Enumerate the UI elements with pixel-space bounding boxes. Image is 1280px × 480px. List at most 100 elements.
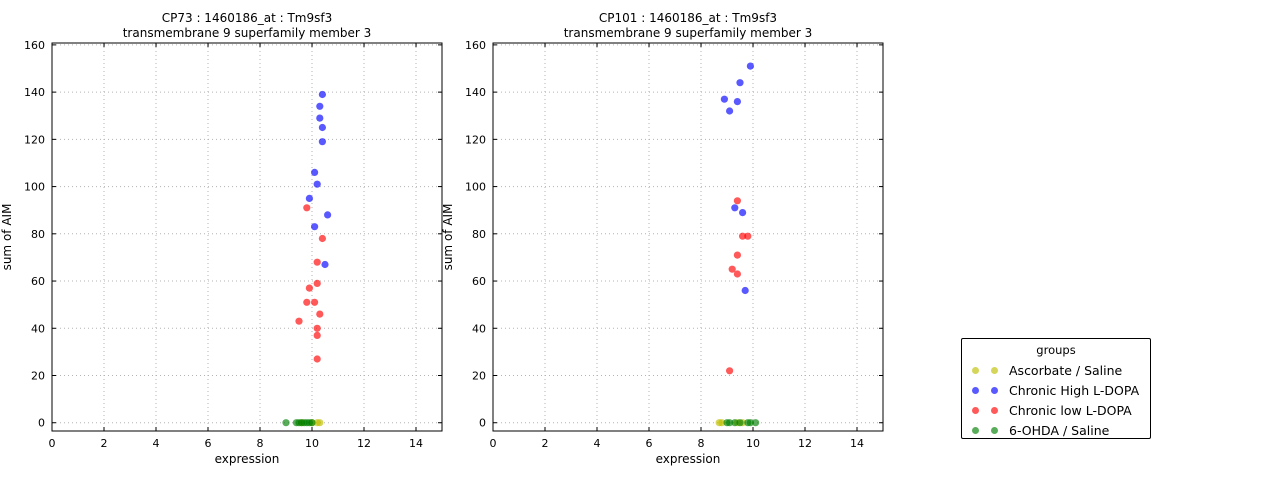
y-tick-label: 80: [472, 228, 486, 241]
legend-entry-label: 6-OHDA / Saline: [1009, 422, 1110, 438]
scatter-point-low_ldopa: [295, 317, 303, 325]
x-axis-label: expression: [656, 452, 721, 466]
x-tick-label: 12: [798, 437, 812, 450]
scatter-point-low_ldopa: [311, 298, 319, 306]
legend-entry: 6-OHDA / Saline: [962, 420, 1150, 440]
legend-marker-icon: [972, 406, 979, 414]
legend-marker-icon: [972, 426, 979, 434]
y-tick-label: 160: [24, 39, 45, 52]
x-tick-label: 12: [357, 437, 371, 450]
scatter-point-high_ldopa: [311, 168, 319, 176]
scatter-point-ohda: [282, 419, 290, 427]
legend-entries: Ascorbate / Saline Chronic High L-DOPA Chr…: [962, 360, 1150, 440]
scatter-point-high_ldopa: [741, 286, 749, 295]
x-tick-label: 6: [205, 437, 212, 450]
legend-entry: Chronic High L-DOPA: [962, 380, 1150, 400]
x-tick-label: 14: [409, 437, 423, 450]
scatter-point-high_ldopa: [731, 204, 739, 212]
x-tick-label: 2: [542, 437, 549, 450]
scatter-point-high_ldopa: [316, 114, 324, 122]
scatter-point-low_ldopa: [733, 197, 742, 205]
legend-entry-label: Chronic High L-DOPA: [1009, 382, 1140, 398]
y-tick-label: 20: [31, 370, 45, 383]
x-tick-label: 4: [594, 437, 601, 450]
y-tick-label: 80: [31, 228, 45, 241]
y-tick-label: 140: [465, 86, 486, 99]
legend: groups Ascorbate / Saline Chronic High L-…: [961, 338, 1151, 439]
plot-frame: [51, 42, 443, 432]
scatter-point-low_ldopa: [744, 232, 752, 240]
x-tick-label: 2: [101, 437, 108, 450]
scatter-point-high_ldopa: [313, 180, 321, 188]
plot-title: CP73 : 1460186_at : Tm9sf3: [162, 11, 333, 25]
scatter-point-low_ldopa: [313, 324, 321, 332]
x-tick-label: 4: [153, 437, 160, 450]
y-axis-label: sum of AIM: [441, 204, 455, 271]
scatter-point-high_ldopa: [720, 95, 729, 103]
y-tick-label: 60: [472, 275, 486, 288]
scatter-point-low_ldopa: [303, 298, 311, 306]
y-tick-label: 0: [479, 417, 486, 430]
scatter-point-low_ldopa: [313, 355, 321, 363]
x-tick-label: 8: [698, 437, 705, 450]
scatter-point-high_ldopa: [318, 138, 326, 146]
legend-entry: Chronic low L-DOPA: [962, 400, 1150, 420]
plot-subtitle: transmembrane 9 superfamily member 3: [123, 26, 372, 40]
legend-entry-label: Chronic low L-DOPA: [1009, 402, 1132, 418]
scatter-point-high_ldopa: [321, 260, 329, 269]
x-tick-label: 0: [490, 437, 497, 450]
scatter-point-ohda: [308, 419, 316, 427]
scatter-point-low_ldopa: [733, 270, 742, 278]
x-axis-label: expression: [215, 452, 280, 466]
plot-subtitle: transmembrane 9 superfamily member 3: [564, 26, 813, 40]
y-tick-label: 100: [24, 181, 45, 194]
legend-marker-icon: [991, 366, 998, 374]
x-tick-label: 8: [257, 437, 264, 450]
scatter-point-high_ldopa: [736, 79, 744, 87]
scatter-point-ascorbate: [718, 419, 726, 427]
scatter-point-ohda: [746, 419, 755, 427]
y-tick-label: 40: [472, 322, 486, 335]
scatter-point-low_ldopa: [303, 204, 311, 212]
scatter-point-high_ldopa: [733, 98, 742, 106]
plot-title: CP101 : 1460186_at : Tm9sf3: [599, 11, 777, 25]
scatter-point-ohda: [731, 419, 739, 427]
legend-title: groups: [1036, 343, 1076, 357]
y-tick-label: 100: [465, 181, 486, 194]
scatter-point-high_ldopa: [318, 90, 326, 99]
legend-marker-icon: [972, 386, 979, 394]
scatter-point-low_ldopa: [318, 234, 326, 243]
x-tick-label: 10: [305, 437, 319, 450]
scatter-point-high_ldopa: [311, 223, 319, 231]
scatter-point-high_ldopa: [726, 107, 734, 115]
scatter-point-low_ldopa: [313, 331, 321, 339]
scatter-point-high_ldopa: [739, 209, 747, 217]
scatter-point-low_ldopa: [313, 279, 321, 287]
plot-frame: [492, 42, 884, 432]
legend-marker-icon: [991, 406, 998, 414]
scatter-point-low_ldopa: [316, 310, 324, 318]
legend-marker-icon: [991, 426, 998, 434]
scatter-point-high_ldopa: [318, 123, 326, 132]
legend-entry-label: Ascorbate / Saline: [1009, 362, 1123, 378]
y-tick-label: 140: [24, 86, 45, 99]
scatter-point-high_ldopa: [316, 102, 324, 110]
legend-marker-icon: [972, 366, 979, 374]
x-tick-label: 0: [49, 437, 56, 450]
x-tick-label: 6: [646, 437, 653, 450]
scatter-point-ascorbate: [316, 419, 324, 427]
x-tick-label: 10: [746, 437, 760, 450]
scatter-point-low_ldopa: [305, 284, 313, 292]
scatter-point-low_ldopa: [726, 367, 734, 375]
legend-entry: Ascorbate / Saline: [962, 360, 1150, 380]
scatter-point-ohda: [752, 419, 760, 427]
scatter-point-high_ldopa: [305, 194, 313, 202]
legend-marker-icon: [991, 386, 998, 394]
scatter-point-low_ldopa: [313, 258, 321, 266]
y-tick-label: 160: [465, 39, 486, 52]
scatter-point-high_ldopa: [324, 211, 332, 219]
